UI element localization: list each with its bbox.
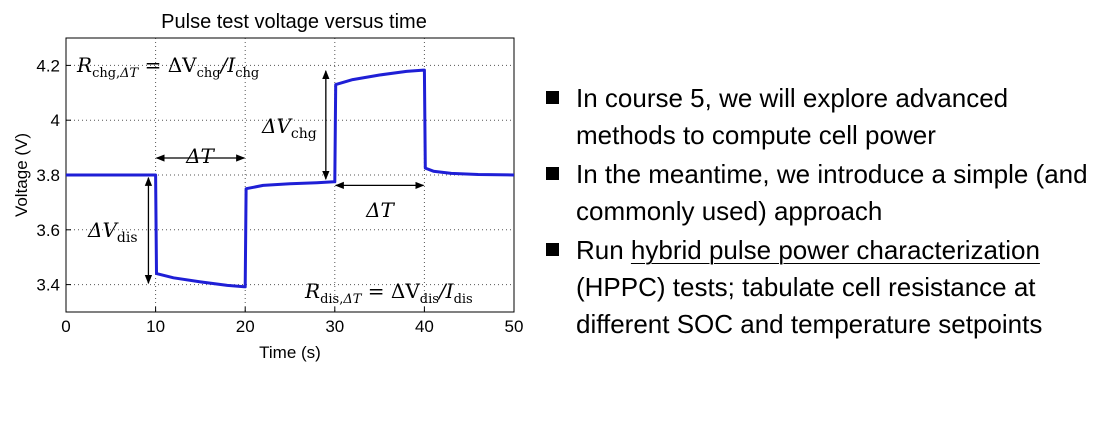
dv-chg-label: ΔVchg	[261, 114, 317, 142]
pulse-test-chart: Pulse test voltage versus time 0 10 20 30 40…	[12, 11, 523, 362]
y-axis-label: Voltage (V)	[12, 133, 31, 217]
delta-t-label-2: ΔT	[365, 198, 395, 222]
x-axis-label: Time (s)	[259, 343, 321, 362]
square-bullet-icon	[546, 167, 559, 180]
y-tick-label: 3.4	[36, 276, 60, 295]
bullet-list: In course 5, we will explore advanced me…	[546, 80, 1106, 345]
chart-title: Pulse test voltage versus time	[161, 11, 427, 33]
delta-t-label-1: ΔT	[185, 144, 215, 168]
x-tick-label: 30	[325, 317, 344, 336]
y-tick-label: 3.8	[36, 166, 60, 185]
bullet-text-2: In the meantime, we introduce a simple (…	[576, 159, 1088, 226]
hppc-link[interactable]: hybrid pulse power characterization	[630, 235, 1040, 265]
x-tick-label: 40	[415, 317, 434, 336]
square-bullet-icon	[546, 91, 559, 104]
x-tick-label: 0	[61, 317, 70, 336]
r-chg-equation: Rchg,ΔT = ΔVchg/Ichg	[76, 53, 259, 81]
y-tick-label: 4	[51, 111, 60, 130]
dv-dis-label: ΔVdis	[87, 218, 138, 246]
bullet-item-2: In the meantime, we introduce a simple (…	[546, 156, 1106, 230]
r-dis-equation: Rdis,ΔT = ΔVdis/Idis	[304, 279, 473, 307]
x-tick-label: 20	[236, 317, 255, 336]
y-tick-label: 3.6	[36, 221, 60, 240]
annotation-arrows	[144, 69, 425, 285]
bullet-text-1: In course 5, we will explore advanced me…	[576, 83, 1009, 150]
bullet-text-3-before: Run	[576, 235, 631, 265]
x-tick-label: 50	[505, 317, 524, 336]
x-tick-label: 10	[146, 317, 165, 336]
bullet-item-3: Run hybrid pulse power characterization …	[546, 232, 1106, 343]
voltage-series-line	[66, 68, 515, 289]
bullet-item-1: In course 5, we will explore advanced me…	[546, 80, 1106, 154]
y-tick-label: 4.2	[36, 56, 60, 75]
square-bullet-icon	[546, 243, 559, 256]
bullet-text-3-after: (HPPC) tests; tabulate cell resistance a…	[576, 272, 1043, 339]
axis-ticks: 0 10 20 30 40 50 3.4 3.6 3.8 4 4.2	[36, 56, 523, 336]
